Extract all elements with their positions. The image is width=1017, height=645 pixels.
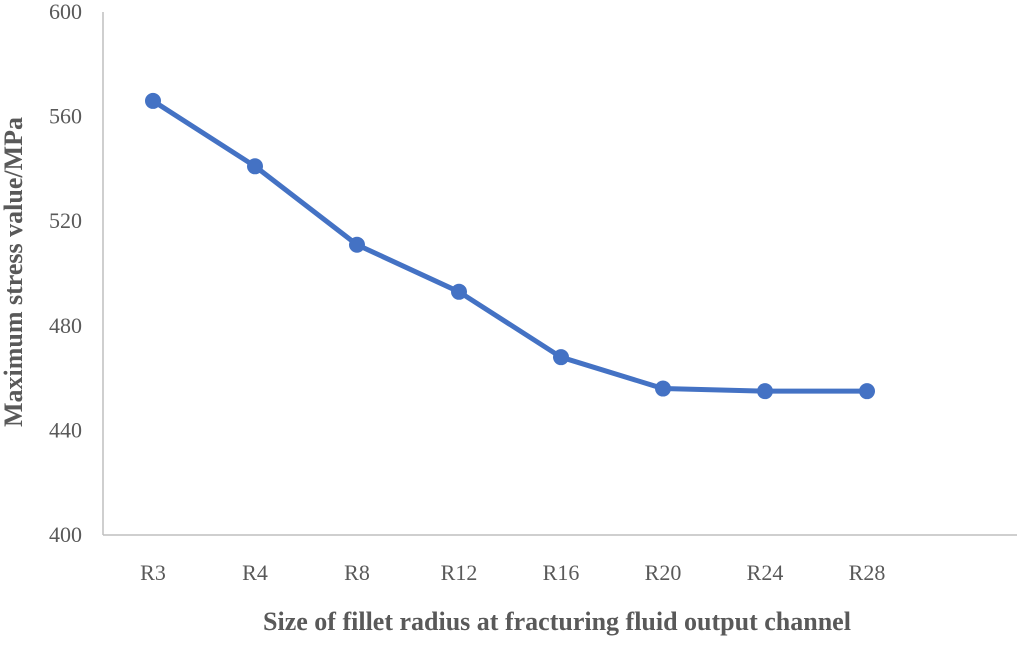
x-axis: R3 R4 R8 R12 R16 R20 R24 R28 (103, 534, 1017, 585)
data-point (145, 92, 161, 109)
data-point (655, 380, 671, 397)
x-tick-label: R16 (543, 560, 580, 585)
x-axis-title: Size of fillet radius at fracturing flui… (263, 607, 851, 636)
x-tick-label: R24 (747, 560, 784, 585)
x-tick-label: R12 (441, 560, 478, 585)
series-line (150, 98, 870, 394)
data-point (859, 383, 875, 400)
y-tick-label: 480 (49, 313, 82, 338)
y-axis-title: Maximum stress value/MPa (0, 117, 28, 427)
x-tick-label: R8 (344, 560, 370, 585)
data-point (553, 349, 569, 366)
y-tick-label: 440 (49, 417, 82, 442)
x-tick-label: R20 (645, 560, 682, 585)
y-tick-label: 520 (49, 208, 82, 233)
x-tick-label: R4 (242, 560, 268, 585)
data-point (349, 236, 365, 253)
y-axis: 400 440 480 520 560 600 (49, 0, 104, 547)
x-tick-label: R28 (849, 560, 886, 585)
y-tick-label: 400 (49, 522, 82, 547)
y-tick-label: 560 (49, 104, 82, 129)
data-point (451, 283, 467, 300)
data-point (757, 383, 773, 400)
data-point (247, 158, 263, 175)
series-group (145, 92, 875, 400)
y-tick-label: 600 (49, 0, 82, 24)
x-tick-label: R3 (140, 560, 166, 585)
